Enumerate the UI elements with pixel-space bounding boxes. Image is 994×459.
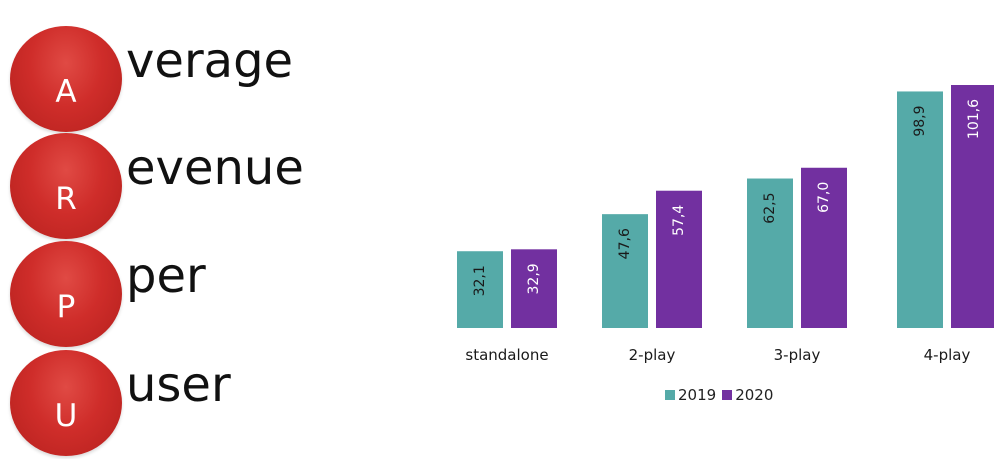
acronym-word: user [126,357,231,413]
category-label-standalone: standalone [465,346,548,364]
acronym-letter: P [56,289,76,325]
bar-2019-standalone [457,251,503,328]
acronym-letter: A [55,74,77,110]
legend-item-2020: 2020 [722,386,773,404]
legend-label-2020: 2020 [735,386,774,404]
acronym-word: verage [126,33,294,89]
bar-2019-3-play [747,178,793,328]
acronym-word: evenue [126,140,304,196]
data-label-2020-4-play: 101,6 [966,99,982,139]
letter-circle [10,241,122,347]
legend-label-2019: 2019 [678,386,717,404]
letter-circle [10,133,122,239]
bar-2020-standalone [511,249,557,328]
bar-2019-4-play [897,91,943,329]
data-label-2019-4-play: 98,9 [912,105,928,136]
data-label-2019-standalone: 32,1 [472,265,488,296]
data-label-2019-2-play: 47,6 [617,228,633,259]
legend-swatch-2019 [665,390,675,400]
data-label-2019-3-play: 62,5 [762,193,778,224]
acronym-letter: U [54,398,78,434]
bar-2019-2-play [602,214,648,328]
data-label-2020-standalone: 32,9 [526,263,542,294]
letter-circle [10,350,122,456]
category-label-2-play: 2-play [629,346,676,364]
acronym-letter: R [55,181,77,217]
data-label-2020-3-play: 67,0 [816,182,832,213]
legend-item-2019: 2019 [665,386,716,404]
bar-2020-2-play [656,190,702,328]
legend-swatch-2020 [722,390,733,400]
data-label-2020-2-play: 57,4 [671,205,687,236]
bar-2020-3-play [801,167,847,328]
chart-legend: 2019 2020 [665,386,773,404]
category-label-4-play: 4-play [924,346,971,364]
category-label-3-play: 3-play [774,346,821,364]
letter-circle [10,26,122,132]
acronym-word: per [126,248,206,304]
bar-2020-4-play [951,85,994,328]
